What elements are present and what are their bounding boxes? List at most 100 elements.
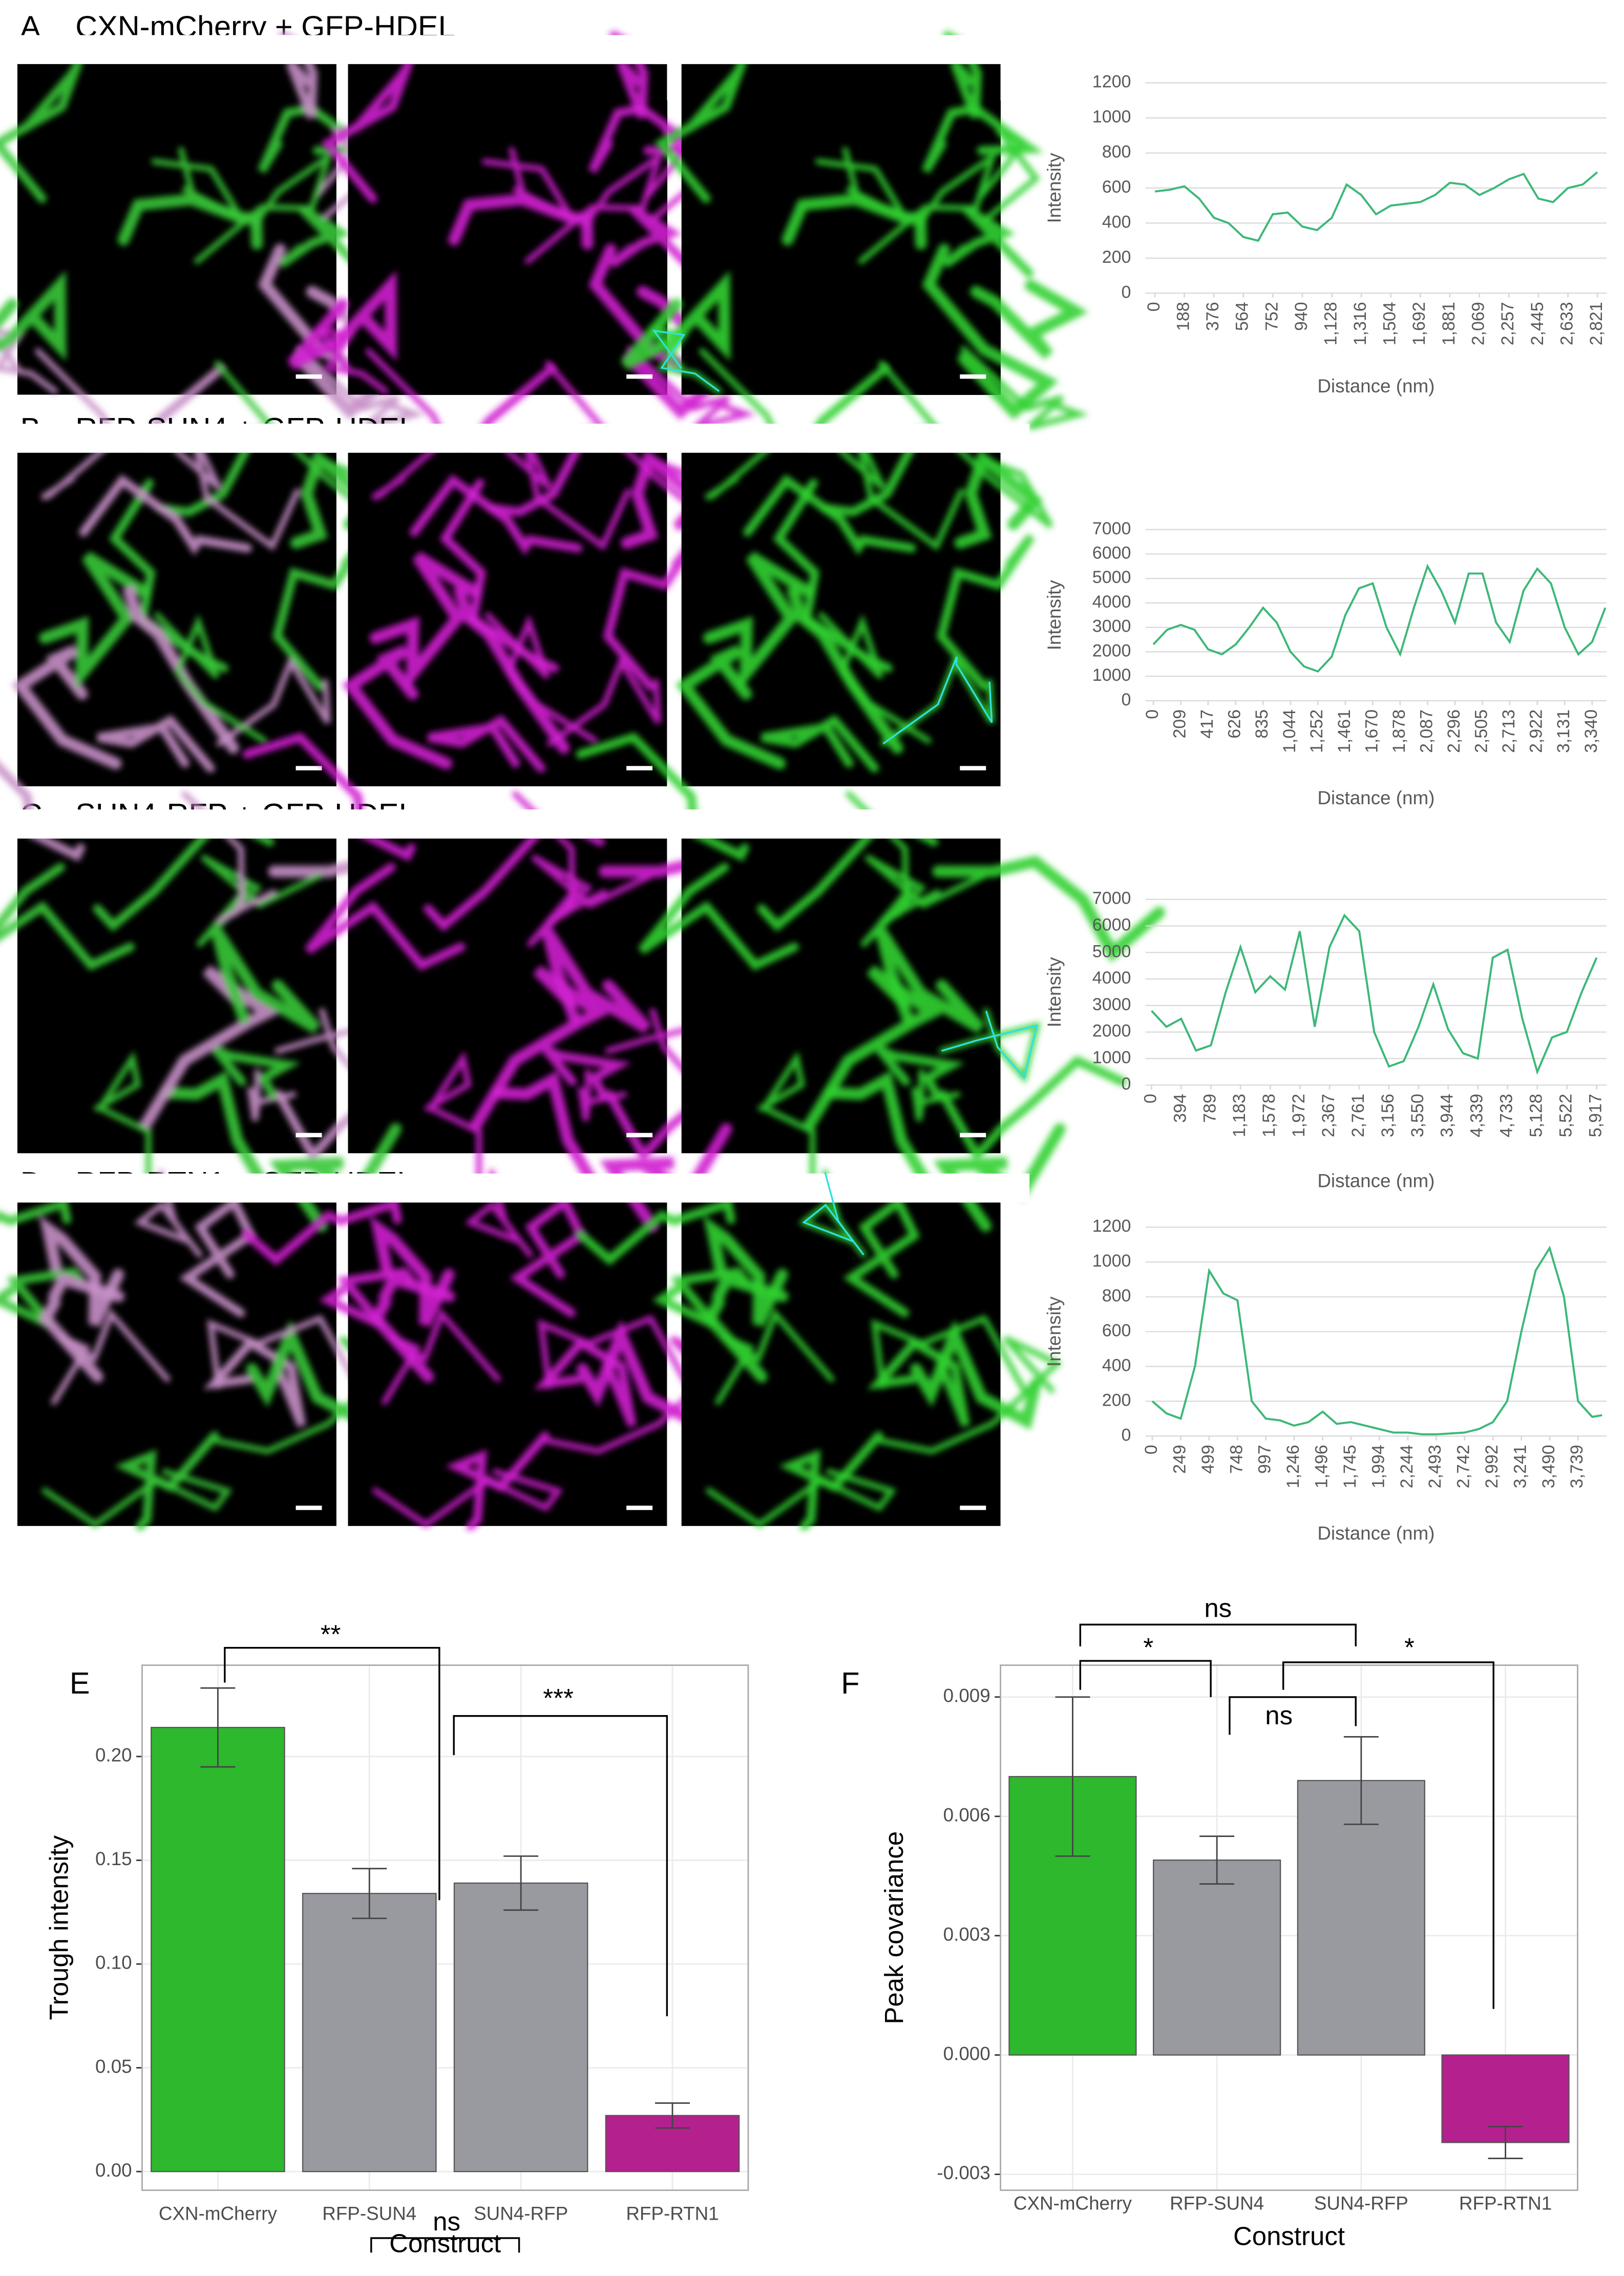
y-tick-label: 3000 — [1092, 995, 1131, 1014]
micrograph — [576, 732, 1165, 1220]
x-tick-label: 499 — [1198, 1445, 1218, 1474]
er-tubule — [911, 1069, 961, 1121]
x-tick-label: 0 — [1144, 302, 1164, 311]
er-tubule — [804, 965, 943, 1131]
er-tubule — [369, 551, 480, 691]
er-tubule — [706, 1469, 897, 1528]
er-tubule — [932, 855, 1165, 962]
scale-bar — [960, 1133, 986, 1138]
y-tick-label: 0.000 — [943, 2043, 990, 2064]
micrograph — [242, 732, 832, 1220]
x-tick-label: 2,244 — [1397, 1445, 1417, 1488]
er-tubule — [773, 478, 893, 673]
x-axis-label: Distance (nm) — [1317, 375, 1435, 396]
error-bar — [200, 1687, 236, 1768]
er-tubule — [846, 791, 941, 925]
er-tubule — [0, 1198, 72, 1226]
x-tick-label: 1,745 — [1340, 1445, 1360, 1488]
er-tubule — [978, 127, 1040, 223]
x-tick-label: 1,496 — [1312, 1445, 1332, 1488]
x-tick-label: 564 — [1233, 302, 1252, 331]
er-tubule — [41, 1469, 233, 1528]
scale-bar — [296, 1506, 322, 1510]
er-tubule — [837, 434, 964, 551]
er-tubule — [287, 270, 397, 370]
x-axis-label: Construct — [1233, 2221, 1345, 2250]
er-tubule — [79, 474, 252, 556]
er-tubule — [211, 928, 321, 1034]
er-tubule — [39, 551, 150, 691]
profile-line — [1151, 1245, 1602, 1435]
micrograph — [287, 31, 755, 509]
x-tick-label: 1,128 — [1321, 302, 1340, 345]
error-bar — [352, 1868, 387, 1919]
x-tick-label: 2,296 — [1444, 709, 1464, 753]
er-tubule — [465, 1169, 533, 1258]
er-tubule — [11, 644, 122, 769]
y-tick-label: 0.009 — [943, 1685, 990, 1706]
y-tick-label: 400 — [1102, 212, 1131, 232]
x-tick-label: CXN-mCherry — [159, 2203, 278, 2224]
x-tick-label: 1,878 — [1389, 709, 1409, 753]
x-tick-label: 997 — [1255, 1445, 1275, 1474]
y-tick-label: -0.003 — [937, 2162, 990, 2183]
er-tubule — [247, 1069, 297, 1121]
panel-letter: E — [70, 1666, 90, 1700]
y-tick-label: 1000 — [1092, 1251, 1131, 1271]
x-tick-label: 2,633 — [1557, 302, 1576, 345]
er-tubule — [372, 1469, 563, 1528]
er-tubule — [910, 1320, 1041, 1430]
x-tick-label: 748 — [1227, 1445, 1246, 1474]
clip-edge — [0, 809, 366, 839]
y-tick-label: 6000 — [1092, 543, 1131, 562]
clip-edge — [652, 424, 1030, 453]
x-tick-label: 417 — [1197, 709, 1217, 739]
y-tick-label: 0.20 — [95, 1745, 132, 1766]
x-tick-label: 1,183 — [1230, 1094, 1249, 1137]
profile-line — [1151, 913, 1598, 1075]
bar — [453, 1882, 588, 2173]
er-tubule — [0, 1267, 85, 1329]
x-tick-label: 1,504 — [1380, 302, 1400, 345]
error-bar — [1343, 1736, 1379, 1825]
x-tick-label: 0 — [1143, 709, 1162, 719]
er-tubule — [428, 715, 545, 773]
er-tubule — [576, 1198, 735, 1266]
er-tubule — [154, 612, 267, 744]
er-tubule — [703, 1215, 788, 1327]
er-tubule — [94, 1051, 152, 1182]
er-tubule — [181, 791, 277, 925]
y-tick-label: 2000 — [1092, 641, 1131, 660]
x-tick-label: 626 — [1225, 709, 1245, 739]
x-tick-label: 2,069 — [1469, 302, 1488, 345]
x-tick-label: 1,246 — [1283, 1445, 1303, 1488]
significance-label: ns — [1265, 1701, 1293, 1730]
y-tick-label: 5000 — [1092, 568, 1131, 587]
er-tubule — [503, 434, 631, 551]
er-tubule — [0, 58, 83, 203]
er-tubule — [526, 854, 653, 948]
x-tick-label: SUN4-RFP — [1314, 2193, 1408, 2214]
y-tick-label: 800 — [1102, 1286, 1131, 1305]
significance-bracket — [453, 1715, 668, 2016]
clip-edge — [0, 35, 366, 64]
x-tick-label: 3,490 — [1539, 1445, 1558, 1488]
er-tubule — [878, 361, 1053, 529]
er-tubule — [654, 58, 747, 203]
er-tubule — [510, 1195, 587, 1318]
structures — [676, 348, 1053, 773]
x-tick-label: 0 — [1142, 1445, 1161, 1454]
x-axis-label: Distance (nm) — [1317, 1523, 1435, 1544]
x-tick-label: 1,881 — [1439, 302, 1459, 345]
er-tubule — [761, 715, 879, 773]
x-tick-label: 940 — [1292, 302, 1311, 331]
clip-edge — [652, 35, 1030, 64]
x-tick-label: 376 — [1203, 302, 1222, 331]
significance-bracket — [1229, 1696, 1357, 1735]
er-tubule — [758, 1051, 816, 1182]
x-tick-label: 1,994 — [1368, 1445, 1388, 1488]
x-axis-label: Construct — [389, 2229, 501, 2258]
y-tick-label: 0.10 — [95, 1952, 132, 1973]
profile-line — [1154, 171, 1598, 242]
